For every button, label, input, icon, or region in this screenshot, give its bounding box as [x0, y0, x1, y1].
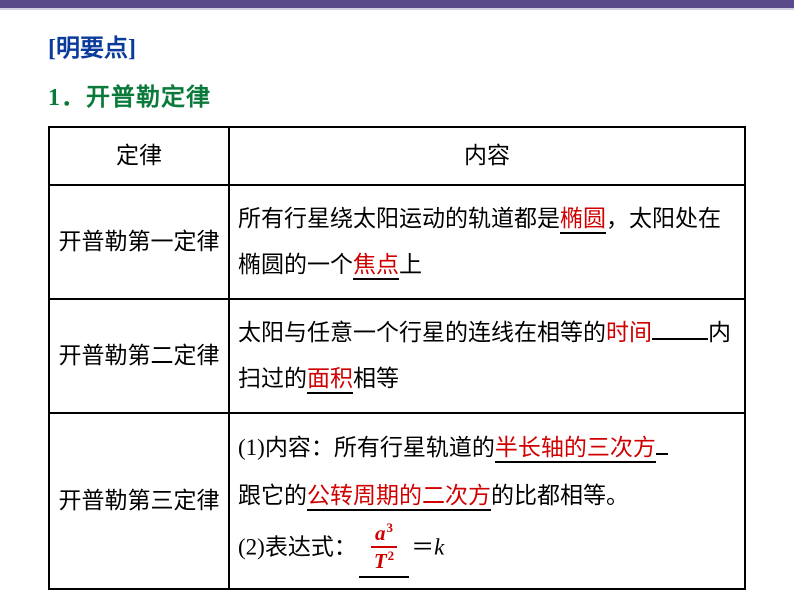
heading-key-points: [明要点] — [48, 28, 746, 63]
header-content: 内容 — [229, 127, 745, 185]
table-row: 开普勒第一定律 所有行星绕太阳运动的轨道都是椭圆，太阳处在椭圆的一个焦点上 — [49, 185, 745, 299]
constant-k: k — [434, 534, 444, 559]
keyword-ellipse: 椭圆 — [560, 206, 606, 234]
law-name-1: 开普勒第一定律 — [49, 185, 229, 299]
heading-kepler-laws: 1．开普勒定律 — [48, 77, 746, 112]
keyword-area: 面积 — [307, 366, 353, 394]
top-bar — [0, 0, 794, 10]
keyword-period-squared: 公转周期的二次方 — [307, 483, 491, 511]
blank-underline — [652, 337, 708, 340]
blank-underline — [656, 452, 668, 455]
table-header-row: 定律 内容 — [49, 127, 745, 185]
formula-fraction: a3T2 — [359, 521, 409, 578]
law-name-2: 开普勒第二定律 — [49, 299, 229, 413]
keyword-semimajor-cubed: 半长轴的三次方 — [495, 435, 656, 463]
table-row: 开普勒第二定律 太阳与任意一个行星的连线在相等的时间内扫过的面积相等 — [49, 299, 745, 413]
law-content-3: (1)内容：所有行星轨道的半长轴的三次方 跟它的公转周期的二次方的比都相等。 (… — [229, 413, 745, 588]
slide-content: [明要点] 1．开普勒定律 定律 内容 开普勒第一定律 所有行星绕太阳运动的轨道… — [0, 10, 794, 590]
header-law: 定律 — [49, 127, 229, 185]
kepler-table: 定律 内容 开普勒第一定律 所有行星绕太阳运动的轨道都是椭圆，太阳处在椭圆的一个… — [48, 126, 746, 590]
law-content-1: 所有行星绕太阳运动的轨道都是椭圆，太阳处在椭圆的一个焦点上 — [229, 185, 745, 299]
law-content-2: 太阳与任意一个行星的连线在相等的时间内扫过的面积相等 — [229, 299, 745, 413]
keyword-time: 时间 — [606, 320, 652, 345]
keyword-focus: 焦点 — [353, 252, 399, 280]
table-row: 开普勒第三定律 (1)内容：所有行星轨道的半长轴的三次方 跟它的公转周期的二次方… — [49, 413, 745, 588]
law-name-3: 开普勒第三定律 — [49, 413, 229, 588]
